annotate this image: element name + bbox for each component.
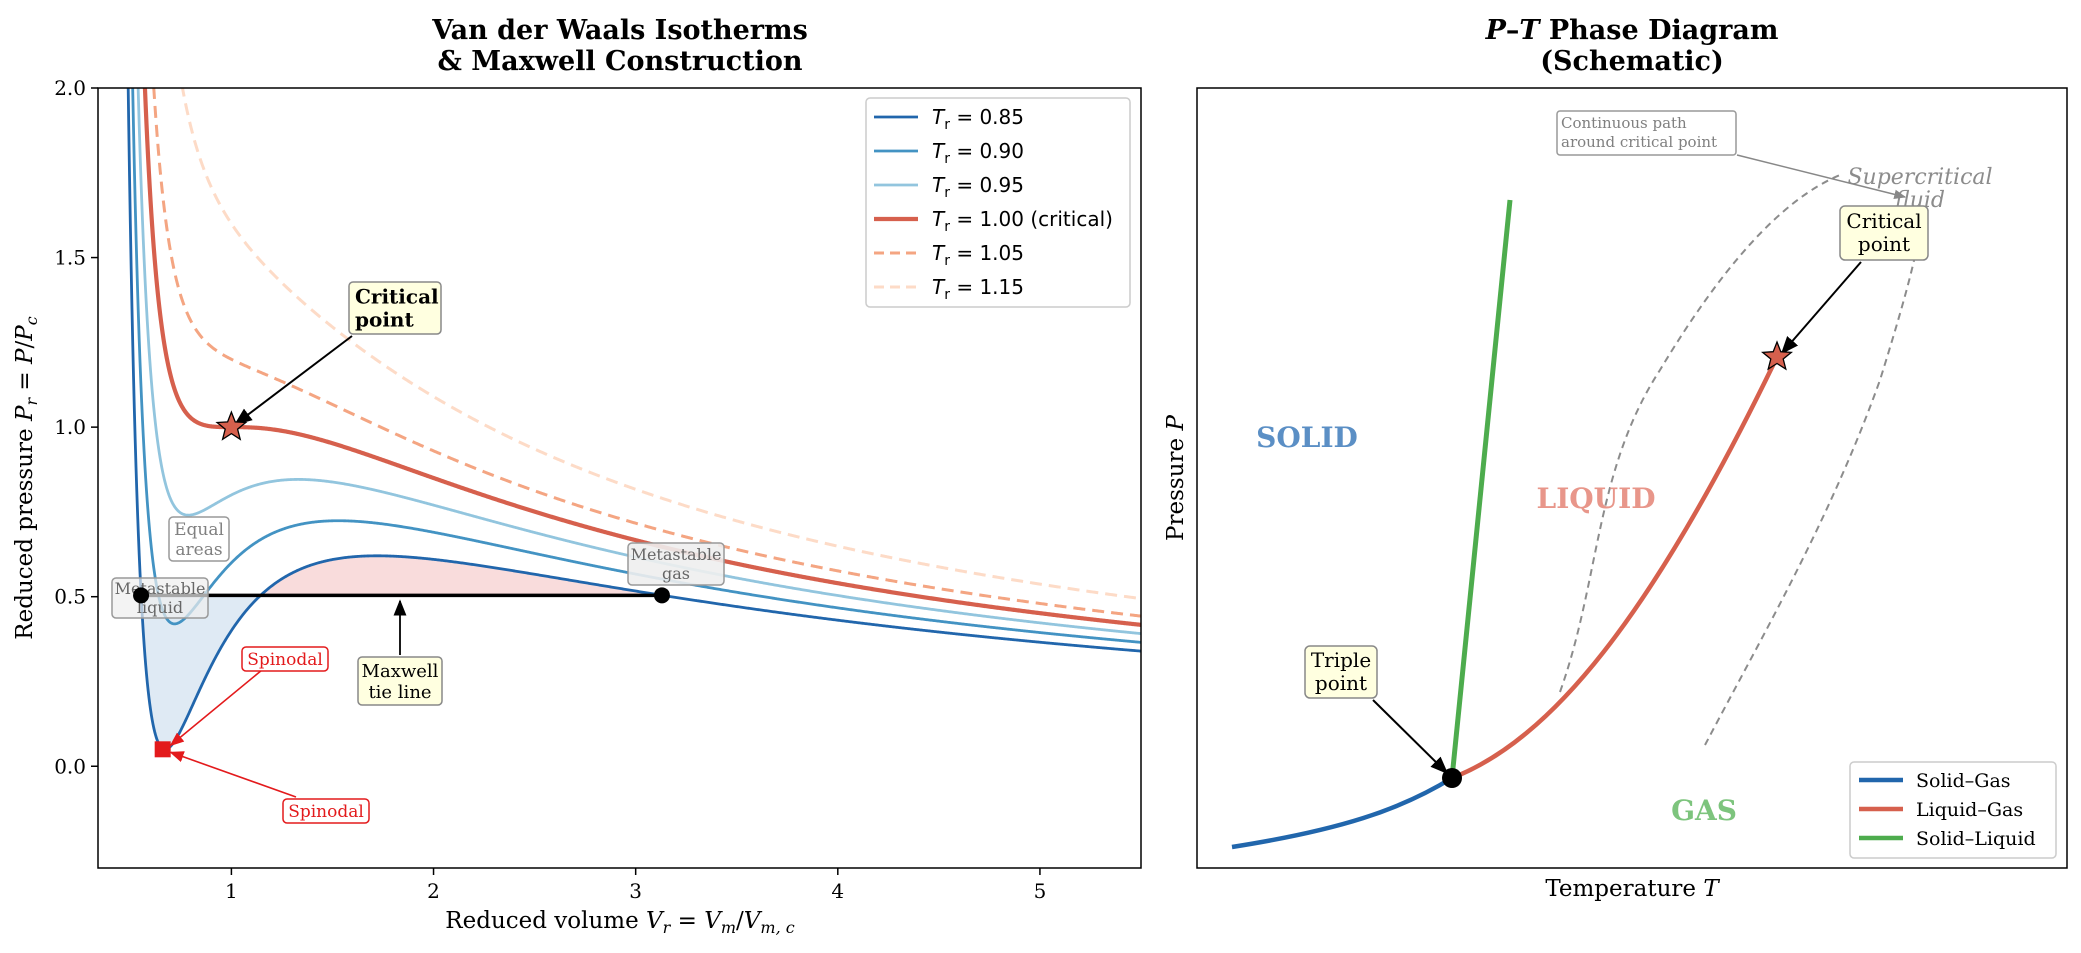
legend-label-3: Tr = 0.95 [932,173,1024,201]
right-legend: Solid–Gas Liquid–Gas Solid–Liquid [1849,761,2057,859]
left-axis-ticks: 1 2 3 4 5 0.0 0.5 1.0 1.5 2.0 [54,76,1046,903]
legend-label-2: Tr = 0.90 [932,139,1024,167]
triple-point-label-line1: Triple [1311,648,1371,672]
x-tick-label-5: 5 [1034,879,1047,903]
liquid-gas-boundary [1451,356,1780,781]
metastable-gas-label-box [627,542,725,586]
equal-areas-label-line2: areas [175,540,222,560]
triple-point-box [1304,645,1378,699]
left-critical-arrow [233,335,353,426]
equal-area-gas-fill [260,555,662,596]
isotherm-line-5 [152,88,1141,618]
right-plot-area [1231,174,1919,850]
metastable-liquid-label-line1: Metastable [115,579,206,598]
right-chart-panel: P–T Phase Diagram (Schematic) SOLID LIQU… [1163,15,2068,902]
left-title-line2: & Maxwell Construction [437,46,802,77]
left-critical-point-star [215,410,248,441]
y-tick-label-0: 0.0 [54,754,86,778]
metastable-liquid-label-line2: liquid [137,598,183,617]
left-y-axis-label: Reduced pressure Pr = P/Pc [12,316,41,639]
spinodal-arrow-upper [169,669,263,747]
right-x-axis-label: Temperature T [1545,876,1720,902]
left-legend: Tr = 0.85 Tr = 0.90 Tr = 0.95 Tr = 1.00 (cr… [865,97,1131,308]
maxwell-label-box [357,656,443,706]
equal-areas-label-box [168,516,230,562]
left-legend-items: Tr = 0.85 Tr = 0.90 Tr = 0.95 Tr = 1.00 (cr… [874,105,1113,303]
y-tick-label-1: 0.5 [54,585,86,609]
spinodal-arrow-lower [169,751,297,798]
legend-label-1: Tr = 0.85 [932,105,1024,133]
y-tick-label-4: 2.0 [54,76,86,100]
y-tick-label-3: 1.5 [54,246,86,270]
region-label-liquid: LIQUID [1537,482,1656,515]
spinodal-label-upper-line1: Spinodal [247,650,323,670]
left-annotations: CriticalpointEqualareasMetastableliquidM… [111,281,725,824]
equal-area-liquid-fill [141,593,261,750]
right-legend-box [1849,761,2057,859]
left-axes-frame [97,87,1142,869]
right-critical-label-line1: Critical [1846,209,1921,233]
right-legend-label-2: Liquid–Gas [1916,799,2023,821]
right-title-line2: (Schematic) [1540,46,1724,77]
left-chart-panel: Van der Waals Isotherms & Maxwell Constr… [12,15,1142,937]
region-label-solid: SOLID [1256,421,1358,454]
region-label-gas: GAS [1671,794,1737,827]
y-tick-label-2: 1.0 [54,415,86,439]
left-x-axis-label: Reduced volume Vr = Vm/Vm, c [445,908,794,937]
coexistence-liquid-point [133,587,150,604]
right-legend-label-3: Solid–Liquid [1916,828,2036,850]
solid-gas-boundary [1231,776,1454,850]
isotherm-line-4 [142,88,1141,627]
metastable-liquid-label-box [111,577,209,619]
continuous-path-box [1556,110,1737,156]
x-tick-label-1: 1 [225,879,238,903]
continuous-path-arrow [1736,154,1907,200]
right-critical-box [1839,205,1929,261]
triple-point-arrow [1372,699,1449,775]
continuous-path-label-line1: Continuous path [1561,114,1687,132]
equal-areas-label-line1: Equal [174,520,224,540]
left-critical-label-line1: Critical [355,285,439,309]
isotherm-line-6 [180,88,1141,601]
right-title-line1: P–T Phase Diagram [1485,15,1779,46]
spinodal-label-upper-box [241,646,329,672]
isotherm-line-1 [126,88,1141,751]
x-tick-label-4: 4 [831,879,844,903]
maxwell-label-line1: Maxwell [362,661,439,682]
left-critical-label-box [348,281,442,335]
legend-label-6: Tr = 1.15 [932,275,1024,303]
right-y-axis-label: Pressure P [1163,415,1189,541]
metastable-gas-label-line1: Metastable [631,545,722,564]
right-critical-label-line2: point [1858,232,1910,256]
left-plot-area [126,88,1141,751]
region-label-supercritical-line1: Supercritical [1847,165,1992,190]
right-critical-point-star [1761,340,1793,371]
triple-point-marker [1442,768,1462,788]
spinodal-label-lower-box [282,798,370,824]
triple-point-label-line2: point [1315,671,1367,695]
spinodal-marker [154,741,171,758]
left-title-line1: Van der Waals Isotherms [431,15,808,46]
coexistence-gas-point [653,587,670,604]
right-axes-frame [1196,87,2068,869]
legend-label-4: Tr = 1.00 (critical) [932,207,1113,235]
right-legend-label-1: Solid–Gas [1916,770,2011,792]
solid-liquid-boundary [1449,199,1513,779]
x-tick-label-2: 2 [427,879,440,903]
continuous-path-right-branch [1704,239,1919,746]
left-critical-label-line2: point [355,308,414,332]
continuous-path-label-line2: around critical point [1561,133,1717,151]
left-legend-box [865,97,1131,308]
legend-label-5: Tr = 1.05 [932,241,1024,269]
maxwell-label-line2: tie line [368,682,431,703]
metastable-gas-label-line2: gas [662,564,690,583]
continuous-path-left-branch [1559,174,1841,693]
right-critical-arrow [1780,261,1862,355]
right-legend-items: Solid–Gas Liquid–Gas Solid–Liquid [1859,770,2036,850]
isotherm-line-3 [136,88,1141,636]
spinodal-label-lower-line1: Spinodal [288,802,364,822]
x-tick-label-3: 3 [629,879,642,903]
